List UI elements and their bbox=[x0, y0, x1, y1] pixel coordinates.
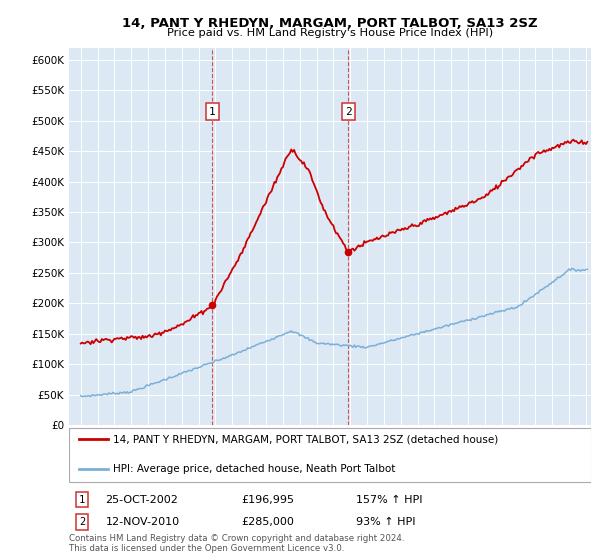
Text: 25-OCT-2002: 25-OCT-2002 bbox=[106, 494, 178, 505]
Text: 12-NOV-2010: 12-NOV-2010 bbox=[106, 517, 179, 527]
Text: 157% ↑ HPI: 157% ↑ HPI bbox=[356, 494, 422, 505]
Text: 93% ↑ HPI: 93% ↑ HPI bbox=[356, 517, 416, 527]
FancyBboxPatch shape bbox=[69, 428, 591, 482]
Text: £285,000: £285,000 bbox=[241, 517, 294, 527]
Text: 1: 1 bbox=[79, 494, 85, 505]
Text: HPI: Average price, detached house, Neath Port Talbot: HPI: Average price, detached house, Neat… bbox=[113, 464, 396, 474]
Text: Contains HM Land Registry data © Crown copyright and database right 2024.
This d: Contains HM Land Registry data © Crown c… bbox=[69, 534, 404, 553]
Text: 2: 2 bbox=[79, 517, 85, 527]
Text: 14, PANT Y RHEDYN, MARGAM, PORT TALBOT, SA13 2SZ: 14, PANT Y RHEDYN, MARGAM, PORT TALBOT, … bbox=[122, 17, 538, 30]
Text: £196,995: £196,995 bbox=[241, 494, 294, 505]
Text: 2: 2 bbox=[344, 106, 352, 116]
Text: Price paid vs. HM Land Registry's House Price Index (HPI): Price paid vs. HM Land Registry's House … bbox=[167, 28, 493, 38]
Text: 1: 1 bbox=[209, 106, 215, 116]
Text: 14, PANT Y RHEDYN, MARGAM, PORT TALBOT, SA13 2SZ (detached house): 14, PANT Y RHEDYN, MARGAM, PORT TALBOT, … bbox=[113, 435, 499, 445]
